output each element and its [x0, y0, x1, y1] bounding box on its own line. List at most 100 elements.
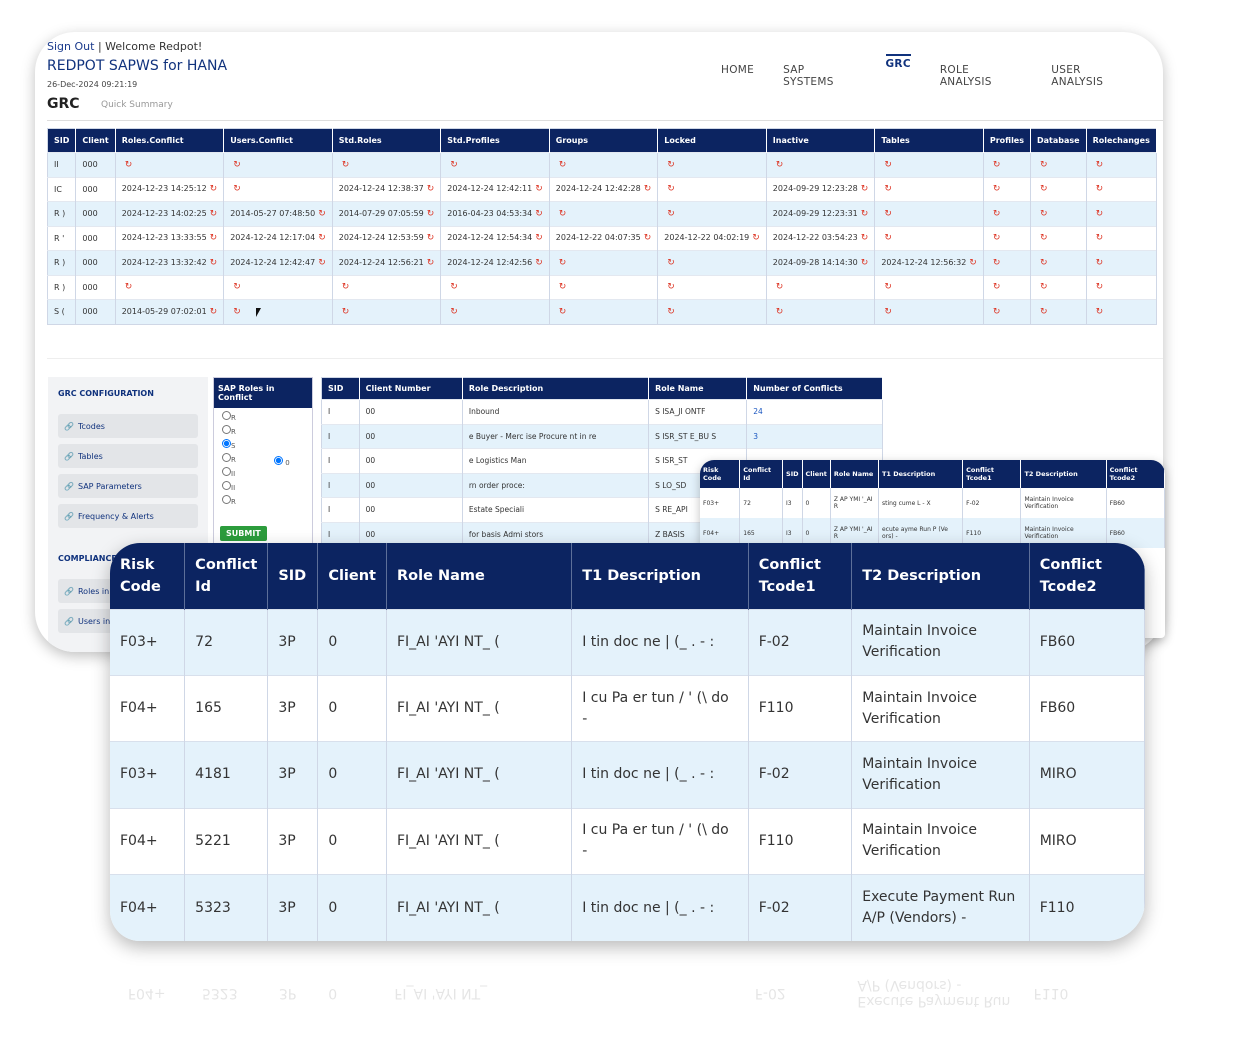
refresh-icon[interactable]: ↻: [426, 257, 435, 268]
refresh-icon[interactable]: ↻: [992, 306, 1001, 317]
role-radio[interactable]: [222, 439, 231, 448]
refresh-icon[interactable]: ↻: [860, 233, 869, 244]
config-sap-parameters[interactable]: 🔗 SAP Parameters: [58, 474, 198, 498]
role-radio[interactable]: [222, 425, 231, 434]
table-cell[interactable]: 3: [746, 423, 883, 449]
config-tcodes[interactable]: 🔗 Tcodes: [58, 414, 198, 438]
nav-user-analysis[interactable]: USER ANALYSIS: [1051, 64, 1104, 88]
refresh-icon[interactable]: ↻: [426, 208, 435, 219]
role-radio[interactable]: [222, 495, 231, 504]
refresh-icon[interactable]: ↻: [450, 159, 458, 170]
refresh-icon[interactable]: ↻: [450, 306, 458, 317]
config-tables[interactable]: 🔗 Tables: [58, 444, 198, 468]
refresh-icon[interactable]: ↻: [860, 257, 869, 268]
role-radio[interactable]: [222, 481, 231, 490]
refresh-icon[interactable]: ↻: [884, 208, 892, 219]
refresh-icon[interactable]: ↻: [1040, 208, 1048, 219]
role-option[interactable]: R: [222, 425, 304, 436]
refresh-icon[interactable]: ↻: [667, 184, 675, 195]
role-option[interactable]: R: [222, 495, 304, 506]
refresh-icon[interactable]: ↻: [884, 159, 892, 170]
refresh-icon[interactable]: ↻: [1095, 233, 1104, 244]
refresh-icon[interactable]: ↻: [233, 159, 241, 170]
refresh-icon[interactable]: ↻: [667, 282, 675, 293]
refresh-icon[interactable]: ↻: [969, 257, 977, 268]
refresh-icon[interactable]: ↻: [884, 282, 892, 293]
refresh-icon[interactable]: ↻: [209, 233, 218, 244]
refresh-icon[interactable]: ↻: [209, 257, 218, 268]
refresh-icon[interactable]: ↻: [535, 184, 543, 195]
refresh-icon[interactable]: ↻: [1040, 184, 1048, 195]
refresh-icon[interactable]: ↻: [992, 282, 1001, 293]
refresh-icon[interactable]: ↻: [643, 233, 652, 244]
refresh-icon[interactable]: ↻: [1095, 184, 1104, 195]
refresh-icon[interactable]: ↻: [1040, 257, 1048, 268]
refresh-icon[interactable]: ↻: [1095, 159, 1104, 170]
refresh-icon[interactable]: ↻: [426, 184, 435, 195]
refresh-icon[interactable]: ↻: [426, 233, 435, 244]
refresh-icon[interactable]: ↻: [535, 257, 543, 268]
refresh-icon[interactable]: ↻: [860, 184, 869, 195]
refresh-icon[interactable]: ↻: [233, 184, 241, 195]
table-cell[interactable]: 24: [746, 399, 883, 424]
refresh-icon[interactable]: ↻: [884, 233, 892, 244]
refresh-icon[interactable]: ↻: [992, 184, 1001, 195]
refresh-icon[interactable]: ↻: [1095, 208, 1104, 219]
sign-out-link[interactable]: Sign Out: [47, 40, 95, 53]
refresh-icon[interactable]: ↻: [884, 306, 892, 317]
refresh-icon[interactable]: ↻: [1095, 282, 1104, 293]
refresh-icon[interactable]: ↻: [318, 233, 326, 244]
refresh-icon[interactable]: ↻: [233, 282, 241, 293]
config-frequency-alerts[interactable]: 🔗 Frequency & Alerts: [58, 504, 198, 528]
nav-role-analysis[interactable]: ROLE ANALYSIS: [939, 64, 992, 88]
refresh-icon[interactable]: ↻: [558, 208, 567, 219]
refresh-icon[interactable]: ↻: [643, 184, 652, 195]
role-radio[interactable]: [222, 411, 231, 420]
role-option[interactable]: S: [222, 439, 304, 450]
refresh-icon[interactable]: ↻: [992, 208, 1001, 219]
refresh-icon[interactable]: ↻: [558, 282, 567, 293]
refresh-icon[interactable]: ↻: [233, 306, 241, 317]
refresh-icon[interactable]: ↻: [1040, 159, 1048, 170]
role-radio[interactable]: [222, 453, 231, 462]
refresh-icon[interactable]: ↻: [341, 282, 350, 293]
refresh-icon[interactable]: ↻: [341, 159, 350, 170]
refresh-icon[interactable]: ↻: [558, 257, 567, 268]
refresh-icon[interactable]: ↻: [341, 306, 350, 317]
refresh-icon[interactable]: ↻: [1095, 306, 1104, 317]
refresh-icon[interactable]: ↻: [860, 208, 869, 219]
submit-button[interactable]: SUBMIT: [220, 526, 267, 541]
refresh-icon[interactable]: ↻: [992, 257, 1001, 268]
refresh-icon[interactable]: ↻: [775, 306, 784, 317]
refresh-icon[interactable]: ↻: [1040, 282, 1048, 293]
roles-right-option[interactable]: 0: [274, 456, 290, 467]
refresh-icon[interactable]: ↻: [318, 208, 326, 219]
refresh-icon[interactable]: ↻: [1040, 233, 1048, 244]
refresh-icon[interactable]: ↻: [450, 282, 458, 293]
refresh-icon[interactable]: ↻: [667, 159, 675, 170]
refresh-icon[interactable]: ↻: [558, 306, 567, 317]
role-option[interactable]: R: [222, 453, 304, 464]
refresh-icon[interactable]: ↻: [318, 257, 326, 268]
refresh-icon[interactable]: ↻: [535, 233, 543, 244]
role-option[interactable]: II: [222, 467, 304, 478]
refresh-icon[interactable]: ↻: [667, 208, 675, 219]
radio-right[interactable]: [274, 456, 283, 465]
nav-home[interactable]: HOME: [721, 64, 755, 76]
refresh-icon[interactable]: ↻: [752, 233, 760, 244]
refresh-icon[interactable]: ↻: [775, 159, 784, 170]
nav-grc[interactable]: GRC: [885, 54, 911, 88]
refresh-icon[interactable]: ↻: [124, 159, 133, 170]
nav-sap-systems[interactable]: SAP SYSTEMS: [783, 64, 834, 88]
refresh-icon[interactable]: ↻: [535, 208, 543, 219]
refresh-icon[interactable]: ↻: [124, 282, 133, 293]
refresh-icon[interactable]: ↻: [209, 306, 218, 317]
refresh-icon[interactable]: ↻: [992, 233, 1001, 244]
refresh-icon[interactable]: ↻: [667, 257, 675, 268]
refresh-icon[interactable]: ↻: [209, 184, 218, 195]
role-radio[interactable]: [222, 467, 231, 476]
refresh-icon[interactable]: ↻: [209, 208, 218, 219]
refresh-icon[interactable]: ↻: [1040, 306, 1048, 317]
refresh-icon[interactable]: ↻: [558, 159, 567, 170]
role-option[interactable]: R: [222, 411, 304, 422]
